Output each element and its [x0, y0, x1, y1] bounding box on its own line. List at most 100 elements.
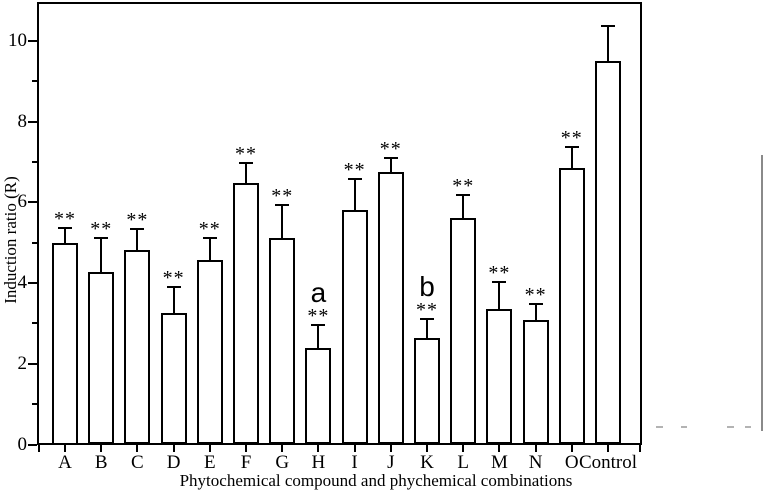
significance-mark-C: ** [126, 209, 149, 232]
bar-L [450, 218, 477, 445]
y-minor-tick-3 [32, 322, 37, 325]
plot-frame [37, 2, 642, 445]
x-tick-label-I: I [351, 452, 358, 473]
scan-dash-artifact-2 [727, 426, 734, 428]
significance-mark-H: ** [307, 304, 330, 327]
x-tick-C [136, 445, 139, 452]
x-tick-B [100, 445, 103, 452]
scan-line-artifact [761, 155, 763, 431]
scan-dash-artifact-3 [745, 426, 751, 428]
x-tick-E [208, 445, 211, 452]
bar-K [414, 337, 440, 445]
y-major-tick-6 [28, 201, 37, 204]
x-tick-label-O: O [564, 452, 579, 473]
significance-mark-A: ** [54, 207, 76, 230]
x-tick-O [570, 445, 573, 452]
y-tick-label-2: 2 [17, 352, 28, 374]
x-tick-I [353, 445, 356, 452]
significance-mark-L: ** [452, 174, 475, 197]
x-tick-label-K: K [420, 452, 434, 473]
error-bar-cap-I [347, 177, 362, 180]
error-bar-stem-F [245, 162, 247, 185]
bar-H [305, 348, 332, 445]
significance-mark-J: ** [379, 137, 402, 160]
y-minor-tick-7 [32, 161, 37, 164]
y-major-tick-4 [28, 282, 37, 285]
x-tick-label-Control: Control [578, 452, 638, 473]
error-bar-stem-J [389, 157, 392, 175]
x-tick-label-N: N [528, 452, 543, 473]
x-axis-end-tick-1 [639, 445, 641, 452]
y-minor-tick-5 [32, 241, 37, 244]
error-bar-cap-Control [601, 25, 615, 28]
y-minor-tick-1 [32, 403, 37, 406]
error-bar-stem-N [534, 304, 537, 322]
error-bar-cap-K [420, 318, 434, 320]
bar-G [269, 237, 296, 445]
error-bar-cap-J [383, 156, 398, 159]
y-major-tick-2 [28, 362, 37, 365]
error-bar-stem-M [498, 281, 501, 311]
bar-J [377, 172, 404, 445]
x-tick-label-B: B [94, 452, 108, 473]
letter-annotation-H: a [310, 276, 327, 308]
x-tick-H [317, 445, 320, 452]
scan-dash-artifact-0 [656, 426, 663, 428]
error-bar-stem-L [462, 194, 465, 221]
error-bar-cap-B [94, 236, 109, 239]
x-tick-label-D: D [166, 452, 181, 473]
x-tick-label-G: G [275, 452, 290, 473]
x-tick-J [389, 445, 392, 452]
x-tick-label-H: H [311, 452, 326, 473]
error-bar-cap-M [492, 280, 507, 283]
y-major-tick-10 [28, 40, 37, 42]
x-axis-end-tick-0 [38, 445, 40, 452]
bar-B [88, 271, 115, 445]
letter-annotation-K: b [419, 271, 435, 302]
significance-mark-F: ** [235, 142, 257, 165]
bar-I [341, 210, 368, 445]
x-tick-K [426, 445, 428, 452]
bar-D [160, 312, 187, 445]
x-tick-label-F: F [240, 452, 252, 473]
error-bar-stem-D [172, 286, 175, 315]
significance-mark-M: ** [488, 261, 511, 284]
error-bar-cap-O [564, 145, 579, 148]
y-tick-label-4: 4 [17, 272, 28, 294]
significance-mark-G: ** [271, 185, 294, 208]
scan-dash-artifact-1 [681, 426, 687, 428]
bar-F [233, 182, 259, 445]
x-tick-label-A: A [58, 452, 72, 473]
y-major-tick-0 [28, 443, 37, 446]
x-tick-label-M: M [490, 452, 508, 473]
x-tick-M [498, 445, 501, 452]
bar-A [52, 242, 78, 445]
error-bar-cap-C [130, 228, 145, 231]
bar-N [522, 319, 549, 445]
bar-E [196, 260, 223, 445]
y-tick-label-6: 6 [17, 191, 28, 213]
error-bar-stem-B [100, 237, 103, 274]
significance-mark-E: ** [198, 217, 221, 240]
significance-mark-N: ** [524, 284, 547, 307]
error-bar-stem-C [136, 229, 139, 252]
error-bar-cap-E [202, 236, 217, 239]
error-bar-cap-N [528, 303, 543, 306]
error-bar-stem-H [317, 324, 320, 351]
y-minor-tick-9 [32, 80, 37, 83]
significance-mark-D: ** [162, 266, 185, 289]
bar-C [124, 250, 151, 445]
significance-mark-O: ** [560, 126, 583, 149]
error-bar-stem-I [353, 178, 356, 213]
error-bar-stem-O [570, 146, 573, 171]
x-tick-A [64, 445, 66, 452]
x-tick-G [281, 445, 284, 452]
x-tick-Control [607, 445, 609, 452]
bar-O [558, 168, 585, 445]
error-bar-stem-Control [607, 26, 609, 63]
error-bar-cap-A [58, 226, 72, 229]
x-tick-L [462, 445, 465, 452]
x-tick-label-E: E [203, 452, 216, 473]
y-tick-label-10: 10 [8, 30, 27, 51]
